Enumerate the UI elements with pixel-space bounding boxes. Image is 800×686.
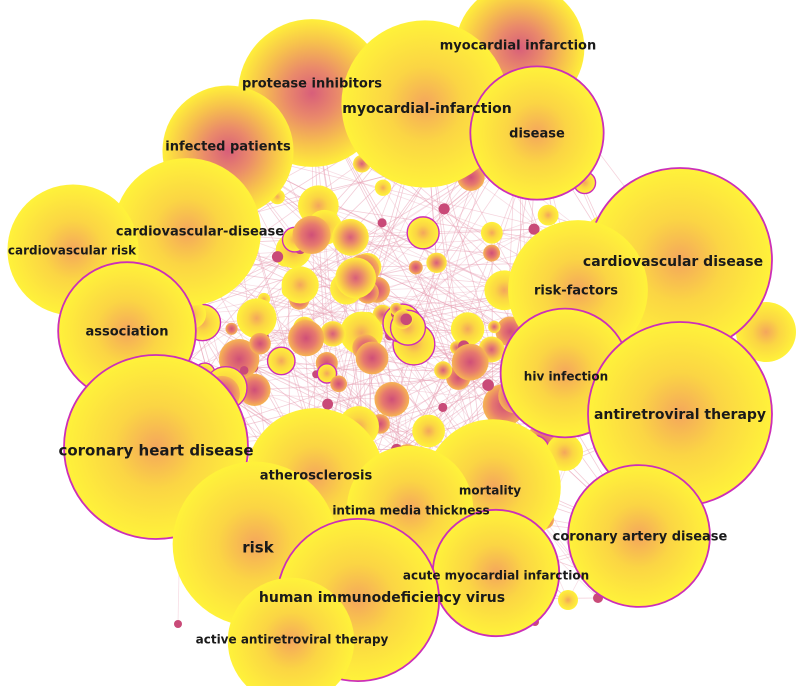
minor-keyword-node bbox=[528, 223, 540, 235]
minor-keyword-node bbox=[434, 361, 453, 380]
minor-keyword-node bbox=[281, 266, 319, 304]
minor-keyword-node bbox=[412, 414, 445, 448]
keyword-node-layer bbox=[7, 0, 773, 686]
minor-keyword-node bbox=[408, 260, 423, 275]
label-myocardial-infarction-2: myocardial infarction bbox=[440, 39, 596, 54]
minor-keyword-node bbox=[316, 363, 338, 384]
minor-keyword-node bbox=[438, 203, 450, 215]
minor-keyword-node bbox=[332, 218, 369, 256]
label-antiretroviral-therapy: antiretroviral therapy bbox=[594, 407, 766, 423]
node-myocardial-infarction bbox=[341, 20, 509, 188]
minor-keyword-node bbox=[374, 382, 410, 417]
cooccurrence-edge bbox=[326, 345, 464, 374]
label-cardiovascular-disease-hyph: cardiovascular-disease bbox=[116, 225, 284, 240]
label-association: association bbox=[86, 325, 169, 340]
label-mortality: mortality bbox=[459, 484, 521, 498]
minor-keyword-node bbox=[249, 332, 271, 355]
minor-keyword-node bbox=[558, 590, 578, 610]
keyword-label-layer: myocardial infarction protease inhibitors… bbox=[8, 39, 766, 647]
cooccurrence-edge bbox=[382, 228, 535, 315]
minor-keyword-node bbox=[320, 321, 346, 347]
minor-keyword-node bbox=[225, 322, 238, 335]
minor-keyword-node bbox=[236, 298, 277, 339]
node-disease bbox=[469, 65, 605, 201]
minor-keyword-node bbox=[483, 244, 501, 262]
label-protease-inhibitors: protease inhibitors bbox=[242, 77, 382, 92]
minor-keyword-node bbox=[451, 343, 489, 381]
minor-keyword-node bbox=[355, 341, 389, 375]
node-active-antiretroviral-therapy bbox=[227, 577, 355, 686]
label-intima-media-thickness: intima media thickness bbox=[332, 504, 489, 518]
label-risk: risk bbox=[242, 539, 274, 557]
minor-keyword-node bbox=[292, 215, 331, 255]
minor-keyword-node bbox=[322, 398, 334, 410]
minor-keyword-node bbox=[406, 216, 440, 250]
minor-keyword-node bbox=[239, 365, 249, 375]
minor-keyword-node bbox=[174, 620, 182, 628]
cooccurrence-edge bbox=[252, 299, 300, 368]
minor-keyword-node bbox=[438, 402, 448, 412]
minor-keyword-node bbox=[450, 312, 485, 346]
label-acute-myocardial-infarction: acute myocardial infarction bbox=[403, 569, 589, 583]
label-hiv-infection: hiv infection bbox=[524, 370, 608, 384]
minor-keyword-node bbox=[374, 179, 392, 196]
minor-keyword-node bbox=[400, 313, 412, 326]
label-human-immunodeficiency-virus: human immunodeficiency virus bbox=[259, 590, 505, 606]
minor-keyword-node bbox=[271, 251, 284, 263]
cooccurrence-edge bbox=[396, 252, 492, 310]
minor-keyword-node bbox=[335, 257, 377, 299]
minor-keyword-node bbox=[288, 320, 325, 357]
minor-keyword-node bbox=[330, 375, 348, 393]
label-active-antiretroviral-therapy: active antiretroviral therapy bbox=[196, 633, 389, 647]
label-coronary-artery-disease: coronary artery disease bbox=[553, 530, 728, 545]
minor-keyword-node bbox=[426, 252, 447, 273]
label-coronary-heart-disease: coronary heart disease bbox=[58, 442, 253, 460]
label-disease: disease bbox=[509, 127, 565, 142]
label-myocardial-infarction: myocardial-infarction bbox=[342, 101, 511, 117]
minor-keyword-node bbox=[482, 379, 494, 391]
minor-keyword-node bbox=[480, 221, 503, 244]
node-coronary-artery-disease bbox=[567, 464, 711, 608]
label-cardiovascular-risk: cardiovascular risk bbox=[8, 244, 137, 258]
label-risk-factors: risk-factors bbox=[534, 284, 618, 299]
label-atherosclerosis: atherosclerosis bbox=[260, 469, 373, 484]
label-infected-patients: infected patients bbox=[165, 140, 291, 155]
minor-keyword-node bbox=[266, 346, 296, 376]
minor-keyword-node bbox=[377, 218, 387, 228]
minor-keyword-node bbox=[537, 204, 559, 226]
minor-keyword-node bbox=[488, 320, 501, 334]
label-cardiovascular-disease: cardiovascular disease bbox=[583, 254, 763, 270]
